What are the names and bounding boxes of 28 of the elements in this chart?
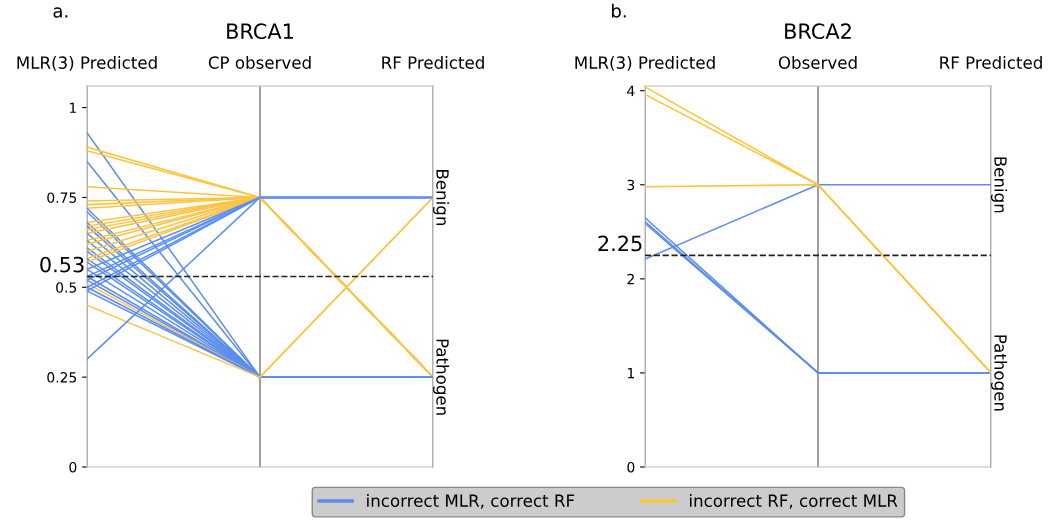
y-tick-label: 0.25 [47, 372, 77, 383]
y-tick-label: 1 [627, 368, 634, 379]
x-tick-label: CP observed [208, 55, 311, 69]
x-tick-label: MLR(3) Predicted [575, 55, 715, 71]
x-tick-label: Observed [778, 55, 857, 69]
text: a. [53, 7, 68, 18]
y-tick-label: 0.75 [47, 192, 77, 203]
y-tick-label: 4 [627, 85, 635, 96]
chart-title: BRCA1 [227, 23, 293, 40]
annotation: Benign [991, 157, 1008, 213]
y-tick-label: 1 [69, 102, 76, 113]
annotation: Pathogen [433, 339, 450, 415]
y-tick-label: 3 [627, 179, 635, 191]
y-tick-label: 2 [627, 273, 634, 285]
x-tick-label: MLR(3) Predicted [17, 55, 157, 71]
annotation: Benign [433, 170, 450, 226]
legend-label: incorrect MLR, correct RF [367, 494, 575, 509]
y-tick-label: 0 [627, 461, 635, 473]
ref-line-label: 2.25 [598, 235, 642, 252]
y-tick-label: 0.5 [56, 282, 77, 293]
x-tick-label: RF Predicted [940, 55, 1042, 69]
ref-line-label: 0.53 [40, 256, 84, 273]
y-tick-label: 0 [69, 461, 77, 473]
annotation: Pathogen [991, 335, 1008, 411]
x-tick-label: RF Predicted [382, 55, 484, 69]
text: b. [612, 3, 626, 18]
chart-title: BRCA2 [785, 23, 851, 40]
legend-label: incorrect RF, correct MLR [689, 494, 898, 509]
